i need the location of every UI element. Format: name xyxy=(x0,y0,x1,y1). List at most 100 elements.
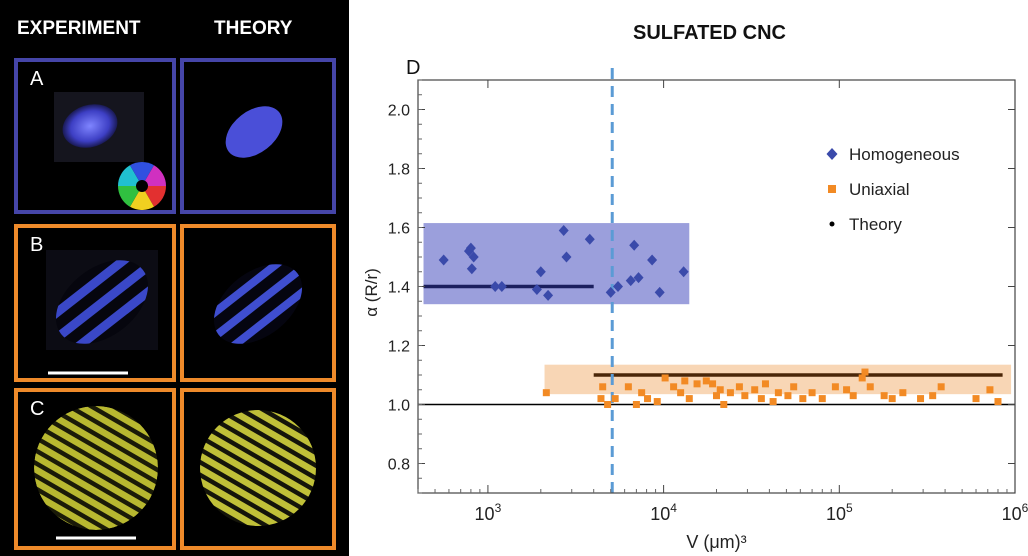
y-tick-label-0: 0.8 xyxy=(388,457,410,474)
legend-marker-0 xyxy=(826,148,838,160)
experiment-tile-a: A xyxy=(14,58,176,214)
legend-label-2: Theory xyxy=(849,215,902,234)
y-tick-label-5: 1.8 xyxy=(388,162,410,179)
point-homogeneous-9 xyxy=(543,289,554,301)
theory-image-b xyxy=(198,248,318,360)
chart-panel: SULFATED CNC 0.8 1.0 1.2 1.4 1.6 1.8 2.0 103 104… xyxy=(349,0,1028,556)
point-uniaxial-30 xyxy=(790,383,798,391)
x-tick-label-3: 106 xyxy=(1002,501,1028,524)
theory-tile-b xyxy=(180,224,336,382)
theory-tile-c xyxy=(180,388,336,550)
point-uniaxial-32 xyxy=(808,389,816,397)
point-uniaxial-43 xyxy=(917,395,925,403)
point-uniaxial-8 xyxy=(644,395,652,403)
point-uniaxial-48 xyxy=(994,398,1002,406)
point-homogeneous-12 xyxy=(584,233,595,245)
polarization-wheel-icon xyxy=(117,161,166,210)
y-tick-label-3: 1.4 xyxy=(388,280,410,297)
point-uniaxial-0 xyxy=(542,389,550,397)
y-tick-label-4: 1.6 xyxy=(388,221,410,238)
experiment-tile-b: B xyxy=(14,224,176,382)
point-homogeneous-7 xyxy=(531,283,542,295)
x-tick-label-0: 103 xyxy=(475,501,502,524)
chart-title: SULFATED CNC xyxy=(633,22,786,44)
point-uniaxial-26 xyxy=(761,380,769,388)
legend-label-1: Uniaxial xyxy=(849,180,909,199)
point-uniaxial-21 xyxy=(726,389,734,397)
point-uniaxial-42 xyxy=(899,389,907,397)
point-homogeneous-19 xyxy=(654,286,665,298)
point-uniaxial-15 xyxy=(693,380,701,388)
point-uniaxial-4 xyxy=(611,395,619,403)
point-uniaxial-2 xyxy=(599,383,607,391)
point-uniaxial-39 xyxy=(866,383,874,391)
point-uniaxial-46 xyxy=(972,395,980,403)
point-homogeneous-20 xyxy=(678,266,689,278)
point-uniaxial-28 xyxy=(774,389,782,397)
theory-tile-a xyxy=(180,58,336,214)
theory-image-c xyxy=(200,410,316,526)
point-uniaxial-18 xyxy=(713,392,720,400)
experiment-image-c xyxy=(34,406,158,540)
row-label-c: C xyxy=(30,398,45,420)
point-homogeneous-15 xyxy=(625,275,636,287)
point-uniaxial-17 xyxy=(709,380,717,388)
point-uniaxial-16 xyxy=(702,377,710,385)
point-uniaxial-47 xyxy=(986,386,994,394)
point-homogeneous-13 xyxy=(605,286,616,298)
point-uniaxial-33 xyxy=(818,395,826,403)
point-uniaxial-23 xyxy=(741,392,749,400)
band-0 xyxy=(423,223,690,305)
point-uniaxial-19 xyxy=(716,386,724,394)
point-uniaxial-5 xyxy=(624,383,632,391)
point-uniaxial-20 xyxy=(720,401,728,408)
point-uniaxial-24 xyxy=(751,386,759,394)
theory-image-a xyxy=(225,106,283,158)
point-uniaxial-6 xyxy=(632,401,640,408)
point-uniaxial-11 xyxy=(670,383,678,391)
point-uniaxial-37 xyxy=(858,374,866,382)
scatter-chart: 0.8 1.0 1.2 1.4 1.6 1.8 2.0 103 104 105 106 D V (μm)… xyxy=(362,57,1028,552)
point-uniaxial-13 xyxy=(681,377,689,385)
point-homogeneous-3 xyxy=(466,263,477,275)
micrograph-panel: EXPERIMENT THEORY A xyxy=(0,0,349,556)
point-uniaxial-9 xyxy=(653,398,661,406)
point-homogeneous-14 xyxy=(612,281,623,292)
point-uniaxial-31 xyxy=(799,395,807,403)
experiment-image-b xyxy=(40,243,164,375)
point-uniaxial-7 xyxy=(638,389,646,397)
point-uniaxial-12 xyxy=(677,389,685,397)
experiment-tile-c: C xyxy=(14,388,176,550)
point-uniaxial-36 xyxy=(849,392,857,400)
point-homogeneous-11 xyxy=(561,251,572,263)
point-uniaxial-41 xyxy=(888,395,896,403)
row-label-b: B xyxy=(30,234,44,256)
point-homogeneous-6 xyxy=(496,281,507,292)
point-uniaxial-35 xyxy=(843,386,851,394)
point-homogeneous-0 xyxy=(438,254,449,266)
y-tick-label-6: 2.0 xyxy=(388,103,410,120)
point-uniaxial-25 xyxy=(757,395,765,403)
y-tick-label-2: 1.2 xyxy=(388,339,410,356)
point-uniaxial-34 xyxy=(831,383,839,391)
point-homogeneous-17 xyxy=(633,272,644,284)
row-label-a: A xyxy=(30,68,44,90)
point-uniaxial-40 xyxy=(880,392,888,400)
point-homogeneous-2 xyxy=(465,242,476,254)
x-tick-label-1: 104 xyxy=(650,501,677,524)
x-tick-label-2: 105 xyxy=(826,501,853,524)
point-homogeneous-8 xyxy=(535,266,546,278)
legend-marker-2 xyxy=(829,221,835,227)
point-uniaxial-44 xyxy=(929,392,937,400)
panel-label-d: D xyxy=(406,57,420,79)
point-homogeneous-5 xyxy=(490,281,501,292)
point-uniaxial-22 xyxy=(735,383,743,391)
x-axis-label: V (μm)³ xyxy=(686,532,746,552)
point-uniaxial-27 xyxy=(769,398,777,406)
point-uniaxial-14 xyxy=(685,395,693,403)
point-uniaxial-29 xyxy=(784,392,792,400)
point-uniaxial-3 xyxy=(604,401,612,408)
point-uniaxial-45 xyxy=(937,383,945,391)
y-axis-label: α (R/r) xyxy=(362,268,381,317)
point-uniaxial-38 xyxy=(861,368,869,376)
